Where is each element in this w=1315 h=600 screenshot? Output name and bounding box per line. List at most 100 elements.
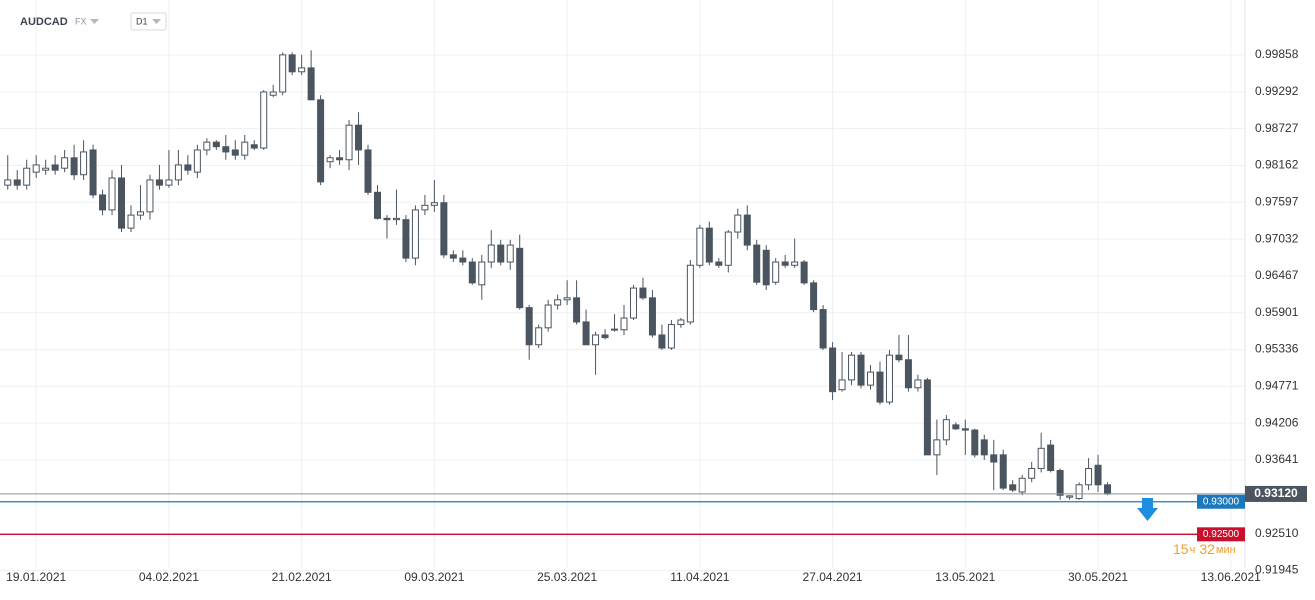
candle-body <box>762 249 770 286</box>
candle-body <box>373 191 381 219</box>
candle-body <box>421 204 429 211</box>
candle-body <box>658 334 666 349</box>
candle-body <box>61 157 69 169</box>
candle-body <box>326 157 334 163</box>
candle-body <box>895 354 903 361</box>
candle-body <box>772 261 780 283</box>
candle-body <box>269 91 277 96</box>
candle-body <box>478 261 486 286</box>
candle-body <box>952 424 960 430</box>
level-label-box <box>1197 494 1245 509</box>
candle-body <box>392 217 400 221</box>
candle-body <box>516 247 524 309</box>
candle-body <box>440 202 448 256</box>
candle-body <box>914 379 922 389</box>
level-label-box <box>1197 527 1245 542</box>
candle-body <box>506 244 514 263</box>
candle-body <box>402 219 410 259</box>
candle-body <box>724 231 732 266</box>
y-tick-label: 0.99292 <box>1255 84 1299 98</box>
candle-body <box>686 264 694 323</box>
y-tick-label: 0.97032 <box>1255 231 1299 245</box>
candle-body <box>535 327 543 346</box>
x-tick-label: 11.04.2021 <box>670 570 729 584</box>
candle-body <box>999 454 1007 489</box>
x-tick-label: 13.06.2021 <box>1201 570 1261 584</box>
candle-body <box>1066 495 1074 498</box>
market-dropdown[interactable] <box>90 19 99 24</box>
candle-body <box>118 177 126 229</box>
candle-body <box>971 429 979 456</box>
candle-body <box>212 141 220 148</box>
candle-body <box>753 244 761 283</box>
level-label: 0.92500 <box>1203 529 1240 540</box>
candle-body <box>667 324 675 349</box>
countdown-minutes: 32 <box>1199 541 1215 557</box>
candle-body <box>848 354 856 381</box>
x-tick-label: 04.02.2021 <box>139 570 199 584</box>
candle-body <box>23 167 31 186</box>
candle-body <box>573 297 581 323</box>
candle-body <box>838 379 846 391</box>
candle-body <box>165 179 173 186</box>
y-tick-label: 0.92510 <box>1255 526 1299 540</box>
candle-body <box>867 371 875 386</box>
candle-body <box>611 328 619 331</box>
candle-body <box>80 151 88 176</box>
timeframe-select[interactable] <box>130 12 167 31</box>
y-tick-label: 0.98162 <box>1255 158 1299 172</box>
candle-body <box>51 164 59 171</box>
candle-body <box>345 124 353 161</box>
x-tick-label: 19.01.2021 <box>6 570 66 584</box>
market: FX <box>75 16 87 26</box>
last-price-label: 0.93120 <box>1254 486 1298 500</box>
candle-body <box>715 261 723 266</box>
candle-body <box>592 334 600 346</box>
candle-body <box>990 454 998 463</box>
candle-body <box>146 179 154 213</box>
candle-body <box>430 202 438 206</box>
candle-body <box>89 149 97 196</box>
candle-body <box>203 141 211 151</box>
candle-body <box>184 164 192 171</box>
candle-body <box>108 177 116 211</box>
candle-body <box>250 144 258 149</box>
candle-body <box>307 67 315 101</box>
candle-body <box>819 309 827 349</box>
candle-body <box>1094 464 1102 486</box>
candle-body <box>1085 468 1093 486</box>
candle-body <box>42 167 50 171</box>
candle-body <box>1104 484 1112 495</box>
candle-body <box>383 217 391 221</box>
candle-body <box>620 317 628 331</box>
countdown-minutes-unit: мин <box>1216 544 1236 556</box>
sell-arrow[interactable] <box>1137 498 1158 521</box>
candle-body <box>336 157 344 161</box>
y-tick-label: 0.95336 <box>1255 342 1299 356</box>
candle-body <box>317 99 325 183</box>
candle-body <box>1037 447 1045 470</box>
candle-body <box>629 287 637 319</box>
candle-body <box>468 261 476 284</box>
candle-body <box>288 54 296 73</box>
candle-body <box>942 419 950 441</box>
candle-body <box>544 304 552 329</box>
candle-body <box>355 124 363 151</box>
y-tick-label: 0.98727 <box>1255 121 1299 135</box>
y-tick-label: 0.99858 <box>1255 47 1299 61</box>
candle-body <box>193 149 201 173</box>
candle-body <box>241 141 249 156</box>
candle-body <box>857 354 865 386</box>
candle-body <box>449 254 457 259</box>
candle-body <box>810 282 818 311</box>
candle-body <box>980 439 988 456</box>
candle-body <box>1075 484 1083 499</box>
candle-body <box>497 244 505 263</box>
candle-body <box>364 149 372 193</box>
x-tick-label: 27.04.2021 <box>803 570 863 584</box>
candle-body <box>923 379 931 456</box>
countdown-hours: 15 <box>1173 541 1189 557</box>
candle-body <box>222 146 230 153</box>
y-tick-label: 0.93641 <box>1255 452 1299 466</box>
y-tick-label: 0.95901 <box>1255 305 1299 319</box>
